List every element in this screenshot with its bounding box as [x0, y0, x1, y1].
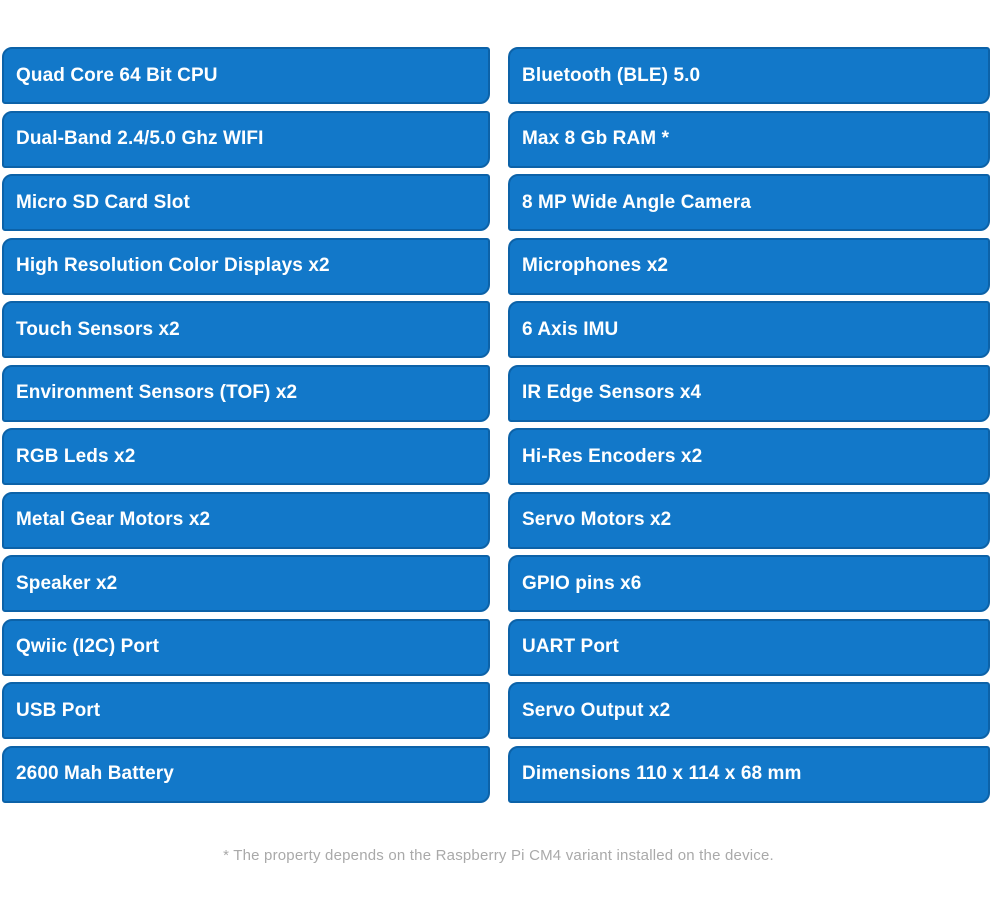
spec-item: UART Port	[508, 618, 990, 676]
spec-item: Qwiic (I2C) Port	[2, 618, 490, 676]
footnote: * The property depends on the Raspberry …	[223, 847, 774, 864]
spec-item: Speaker x2	[2, 555, 490, 612]
spec-item: USB Port	[2, 682, 490, 739]
spec-item: Bluetooth (BLE) 5.0	[508, 47, 990, 104]
spec-item: Touch Sensors x2	[2, 301, 490, 358]
spec-item: Environment Sensors (TOF) x2	[2, 364, 490, 422]
spec-item: Dimensions 110 x 114 x 68 mm	[508, 745, 990, 803]
spec-item: Hi-Res Encoders x2	[508, 428, 990, 485]
spec-item: Servo Motors x2	[508, 491, 990, 549]
spec-item: GPIO pins x6	[508, 555, 990, 612]
spec-item: Max 8 Gb RAM *	[508, 110, 990, 168]
spec-item: 8 MP Wide Angle Camera	[508, 174, 990, 231]
spec-item: Microphones x2	[508, 237, 990, 295]
spec-item: 2600 Mah Battery	[2, 745, 490, 803]
spec-item: Metal Gear Motors x2	[2, 491, 490, 549]
spec-item: High Resolution Color Displays x2	[2, 237, 490, 295]
spec-item: IR Edge Sensors x4	[508, 364, 990, 422]
spec-item: Dual-Band 2.4/5.0 Ghz WIFI	[2, 110, 490, 168]
spec-item: RGB Leds x2	[2, 428, 490, 485]
spec-sheet: Quad Core 64 Bit CPU Bluetooth (BLE) 5.0…	[2, 47, 990, 803]
spec-item: 6 Axis IMU	[508, 301, 990, 358]
spec-item: Quad Core 64 Bit CPU	[2, 47, 490, 104]
spec-item: Servo Output x2	[508, 682, 990, 739]
spec-item: Micro SD Card Slot	[2, 174, 490, 231]
